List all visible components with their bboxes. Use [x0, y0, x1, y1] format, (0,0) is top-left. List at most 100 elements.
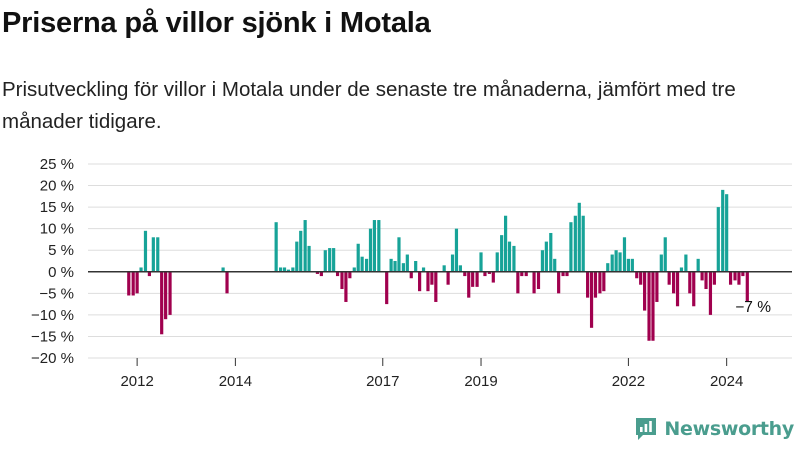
bar [663, 237, 667, 272]
bar [667, 271, 671, 285]
bar [704, 271, 708, 290]
bar [725, 194, 729, 272]
bar [360, 256, 364, 272]
bar [291, 267, 295, 272]
bar [323, 250, 327, 272]
bar [610, 254, 614, 272]
bar [516, 271, 520, 294]
y-tick-label: 15 % [40, 199, 74, 216]
bar [692, 271, 696, 307]
x-axis: 2012 2014 2017 2019 2022 2024 [120, 358, 743, 390]
chart-subtitle: Prisutveckling för villor i Motala under… [2, 78, 736, 133]
bar [635, 271, 639, 279]
bar [303, 220, 307, 272]
bar [688, 271, 692, 294]
bar [598, 271, 602, 294]
bar [286, 269, 291, 272]
bar [512, 245, 516, 272]
bar [156, 237, 160, 272]
x-tick-label: 2019 [464, 373, 497, 390]
bar [532, 271, 536, 294]
y-axis-tick-labels: 25 % 20 % 15 % 10 % 5 % 0 % −5 % −10 % −15 % −20 … [31, 156, 74, 367]
bar [471, 271, 475, 287]
bar [491, 271, 495, 283]
x-tick-label: 2022 [612, 373, 645, 390]
bar [164, 271, 168, 320]
bar [544, 241, 548, 272]
bar [352, 267, 356, 272]
bar [143, 230, 148, 272]
latest-value-annotation: −7 % [735, 299, 771, 316]
bar [520, 271, 524, 277]
bar [168, 271, 172, 315]
y-tick-label: 5 % [48, 242, 74, 259]
bar [454, 228, 459, 272]
bar [741, 271, 745, 277]
bar [377, 220, 381, 272]
bar [282, 267, 287, 272]
bar [487, 271, 491, 274]
bar [495, 252, 499, 272]
bar [328, 248, 332, 272]
bar [319, 271, 323, 277]
bar [565, 271, 569, 277]
bar [733, 271, 737, 281]
bar [614, 250, 618, 272]
bar [639, 271, 643, 285]
bar [135, 271, 139, 294]
bar [131, 271, 135, 296]
bar [700, 271, 704, 281]
y-tick-label: −15 % [31, 328, 74, 345]
bar [299, 230, 303, 272]
bar [655, 271, 659, 302]
bar [389, 258, 393, 272]
bar [475, 271, 479, 287]
y-tick-label: 10 % [40, 221, 74, 238]
bar [356, 243, 360, 272]
bar [716, 207, 720, 272]
y-tick-label: 20 % [40, 178, 74, 195]
bar [553, 258, 557, 272]
bar [372, 220, 377, 272]
bar [426, 271, 430, 292]
bar [593, 271, 598, 298]
y-tick-label: −20 % [31, 350, 74, 367]
bar [606, 263, 610, 272]
bar [622, 237, 627, 272]
bar [225, 271, 229, 294]
bar [397, 237, 401, 272]
bar [405, 254, 409, 272]
bar [728, 271, 733, 285]
bar [708, 271, 713, 315]
x-tick-label: 2012 [120, 373, 153, 390]
bar [463, 271, 467, 277]
y-tick-label: 0 % [48, 264, 74, 281]
bar [672, 271, 676, 294]
bar [467, 271, 471, 298]
bar [557, 271, 561, 294]
bar [344, 271, 348, 302]
bar [540, 250, 545, 272]
bar [340, 271, 344, 290]
bar [393, 261, 397, 272]
bar [630, 258, 634, 272]
bar [315, 271, 320, 274]
bar [151, 237, 155, 272]
bar [430, 271, 434, 285]
bar [549, 232, 553, 272]
bar [348, 271, 352, 279]
bar [139, 267, 143, 272]
newsworthy-logo-icon [636, 418, 657, 440]
bar [745, 271, 749, 302]
bar [651, 271, 655, 341]
bar [618, 252, 622, 272]
bar [524, 271, 528, 277]
x-tick-label: 2017 [366, 373, 399, 390]
x-tick-label: 2024 [710, 373, 743, 390]
bar [414, 261, 418, 272]
bar [442, 265, 446, 272]
data-bars [127, 189, 749, 341]
bar [503, 215, 508, 272]
bar [712, 271, 716, 285]
